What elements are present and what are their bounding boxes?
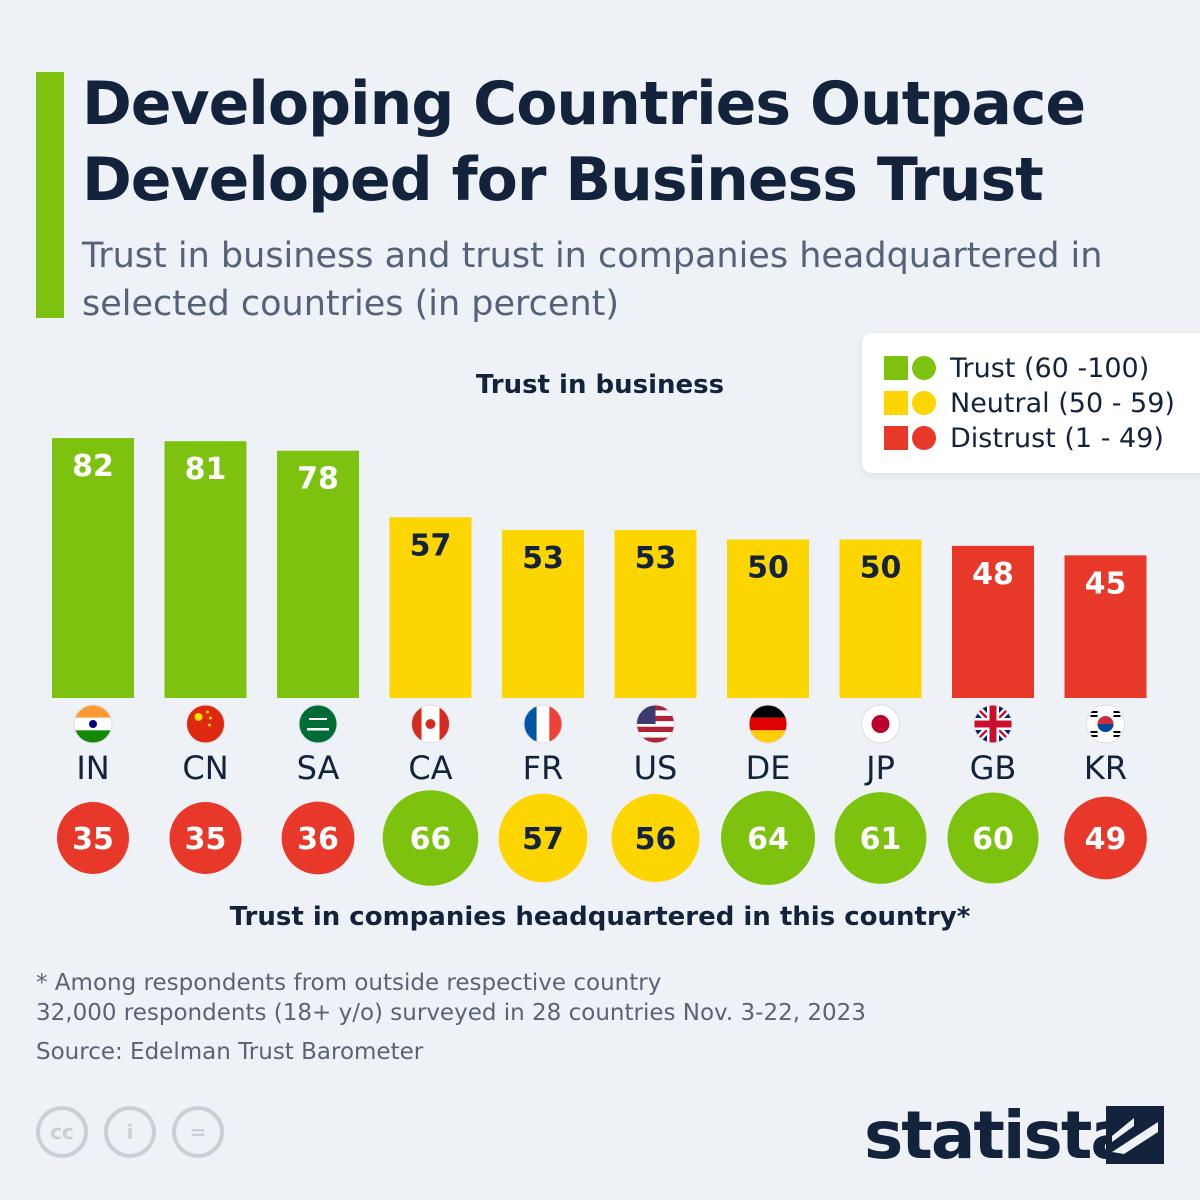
legend-swatch-square <box>884 426 908 450</box>
bar-jp <box>839 539 922 698</box>
page-subtitle: Trust in business and trust in companies… <box>82 236 1103 324</box>
hq-trust-value-label: 35 <box>185 822 227 857</box>
category-label-cn: CN <box>182 749 228 787</box>
hq-trust-circle-fr <box>498 793 588 883</box>
category-label-us: US <box>634 749 678 787</box>
statista-logo-icon <box>1106 1106 1164 1164</box>
bar-value-label: 78 <box>297 462 339 497</box>
legend: Trust (60 -100) Neutral (50 - 59) Distru… <box>862 333 1200 473</box>
legend-swatch-dot <box>912 356 936 380</box>
category-label-kr: KR <box>1084 749 1127 787</box>
footnote-note: * Among respondents from outside respect… <box>36 970 662 996</box>
bar-sa <box>277 450 359 698</box>
cc-license-icon[interactable]: cc <box>36 1106 88 1158</box>
hq-trust-value-label: 49 <box>1085 822 1127 857</box>
legend-label: Distrust (1 - 49) <box>950 422 1164 454</box>
secondary-series-label: Trust in companies headquartered in this… <box>229 902 971 932</box>
flag-kr-icon <box>1086 704 1125 744</box>
legend-swatch-square <box>884 391 908 415</box>
bar-value-label: 50 <box>860 551 902 586</box>
legend-swatch-dot <box>912 391 936 415</box>
hq-trust-value-label: 56 <box>635 822 677 857</box>
legend-swatch-square <box>884 356 908 380</box>
bar-value-label: 81 <box>185 452 227 487</box>
hq-trust-circle-kr <box>1064 796 1147 880</box>
flag-cn-icon <box>186 704 225 744</box>
flag-fr-icon <box>523 704 563 744</box>
bar-us <box>614 529 697 698</box>
flag-in-icon <box>73 704 113 744</box>
chart-title: Trust in business <box>475 370 725 400</box>
bar-cn <box>164 441 247 698</box>
category-label-ca: CA <box>408 749 452 787</box>
category-label-sa: SA <box>297 749 340 787</box>
hq-trust-circle-ca <box>382 790 479 886</box>
category-label-in: IN <box>76 749 109 787</box>
hq-trust-value-label: 61 <box>860 822 902 857</box>
bar-de <box>727 539 809 698</box>
bar-value-label: 50 <box>747 551 789 586</box>
bar-kr <box>1064 555 1147 698</box>
category-label-gb: GB <box>970 749 1017 787</box>
flag-ca-icon <box>411 704 450 744</box>
hq-trust-value-label: 66 <box>410 822 452 857</box>
flag-jp-icon <box>861 704 900 744</box>
bar-ca <box>389 517 472 698</box>
bar-gb <box>952 545 1034 698</box>
hq-trust-circle-jp <box>834 792 927 884</box>
bar-value-label: 53 <box>635 541 677 576</box>
statista-logo-text[interactable]: statista <box>864 1097 1135 1174</box>
hq-trust-value-label: 64 <box>747 822 789 857</box>
chart-canvas: 82 IN 35 81 CN 35 78 SA 36 57 CA 66 53 FR 57 53 US 56 50 DE… <box>52 438 1147 886</box>
bar-value-label: 53 <box>522 541 564 576</box>
footnote-survey: 32,000 respondents (18+ y/o) surveyed in… <box>36 1000 866 1026</box>
flag-us-icon <box>636 704 675 744</box>
bar-fr <box>502 529 584 698</box>
hq-trust-circle-in <box>57 802 129 874</box>
bar-value-label: 57 <box>410 528 452 563</box>
title-accent-bar <box>36 72 64 318</box>
hq-trust-value-label: 36 <box>297 822 339 857</box>
bar-value-label: 48 <box>972 557 1014 592</box>
hq-trust-circle-de <box>720 790 816 886</box>
legend-label: Neutral (50 - 59) <box>950 387 1175 419</box>
license-icons: cc i = <box>36 1106 224 1158</box>
hq-trust-circle-sa <box>281 801 355 875</box>
hq-trust-value-label: 57 <box>522 822 564 857</box>
bar-in <box>52 438 134 698</box>
flag-sa-icon <box>298 704 338 744</box>
legend-item-distrust: Distrust (1 - 49) <box>884 421 1164 455</box>
category-label-de: DE <box>746 749 791 787</box>
footnote-source: Source: Edelman Trust Barometer <box>36 1039 424 1065</box>
flag-gb-icon <box>973 704 1013 744</box>
hq-trust-circle-cn <box>169 802 242 874</box>
legend-item-neutral: Neutral (50 - 59) <box>884 386 1175 420</box>
flag-de-icon <box>748 704 788 744</box>
bar-value-label: 82 <box>72 449 114 484</box>
no-derivatives-icon[interactable]: = <box>172 1106 224 1158</box>
category-label-jp: JP <box>864 749 895 787</box>
hq-trust-circle-us <box>611 794 700 882</box>
legend-swatch-dot <box>912 426 936 450</box>
attribution-icon[interactable]: i <box>104 1106 156 1158</box>
legend-item-trust: Trust (60 -100) <box>884 351 1149 385</box>
category-label-fr: FR <box>523 749 564 787</box>
legend-label: Trust (60 -100) <box>950 352 1150 384</box>
page-title: Developing Countries Outpace Developed f… <box>82 69 1086 215</box>
hq-trust-value-label: 35 <box>72 822 114 857</box>
hq-trust-value-label: 60 <box>972 822 1014 857</box>
hq-trust-circle-gb <box>947 792 1039 884</box>
bar-value-label: 45 <box>1085 566 1127 601</box>
